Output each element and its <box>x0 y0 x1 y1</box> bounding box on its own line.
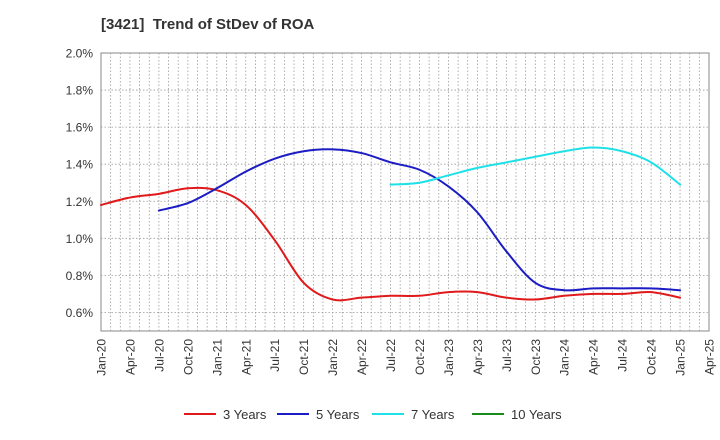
x-tick-label: Apr-21 <box>239 339 253 375</box>
series-line-5-years <box>157 148 682 292</box>
x-tick-label: Jan-25 <box>674 339 688 376</box>
y-tick-label: 2.0% <box>66 47 94 61</box>
x-tick-label: Jul-23 <box>500 339 514 372</box>
series-lines <box>100 146 682 302</box>
x-tick-label: Jul-21 <box>268 339 282 372</box>
x-tick-label: Jul-24 <box>616 339 630 372</box>
x-tick-label: Oct-24 <box>645 339 659 375</box>
series-line-3-years <box>100 186 682 302</box>
legend-label-7-years: 7 Years <box>411 407 455 422</box>
legend: 3 Years 5 Years 7 Years 10 Years <box>184 407 562 422</box>
x-axis: Jan-20 Apr-20 Jul-20 Oct-20 Jan-21 Apr-21 Jul-… <box>95 339 717 376</box>
x-tick-label: Jan-20 <box>95 339 109 376</box>
x-tick-label: Apr-24 <box>587 339 601 375</box>
x-tick-label: Oct-22 <box>413 339 427 375</box>
x-tick-label: Oct-21 <box>297 339 311 375</box>
x-tick-label: Jan-21 <box>210 339 224 376</box>
x-tick-label: Apr-25 <box>703 339 717 375</box>
x-tick-label: Jan-24 <box>558 339 572 376</box>
x-tick-label: Apr-23 <box>471 339 485 375</box>
y-tick-label: 1.6% <box>66 121 94 135</box>
legend-label-3-years: 3 Years <box>223 407 267 422</box>
y-tick-label: 1.8% <box>66 84 94 98</box>
y-tick-label: 1.0% <box>66 232 94 246</box>
series-line-7-years <box>389 146 682 186</box>
chart-title: [3421] Trend of StDev of ROA <box>101 16 315 33</box>
x-tick-label: Jan-22 <box>326 339 340 376</box>
y-tick-label: 0.8% <box>66 269 94 283</box>
y-tick-label: 0.6% <box>66 306 94 320</box>
x-tick-label: Jan-23 <box>442 339 456 376</box>
x-tick-label: Apr-20 <box>123 339 137 375</box>
y-axis: 0.6% 0.8% 1.0% 1.2% 1.4% 1.6% 1.8% 2.0% <box>66 47 94 320</box>
x-tick-label: Apr-22 <box>355 339 369 375</box>
x-tick-label: Oct-20 <box>181 339 195 375</box>
y-tick-label: 1.2% <box>66 195 94 209</box>
x-tick-label: Jul-20 <box>152 339 166 372</box>
x-tick-label: Oct-23 <box>529 339 543 375</box>
grid-lines <box>101 53 709 331</box>
legend-label-10-years: 10 Years <box>511 407 562 422</box>
legend-label-5-years: 5 Years <box>316 407 360 422</box>
y-tick-label: 1.4% <box>66 158 94 172</box>
plot-area <box>100 52 710 332</box>
x-tick-label: Jul-22 <box>384 339 398 372</box>
